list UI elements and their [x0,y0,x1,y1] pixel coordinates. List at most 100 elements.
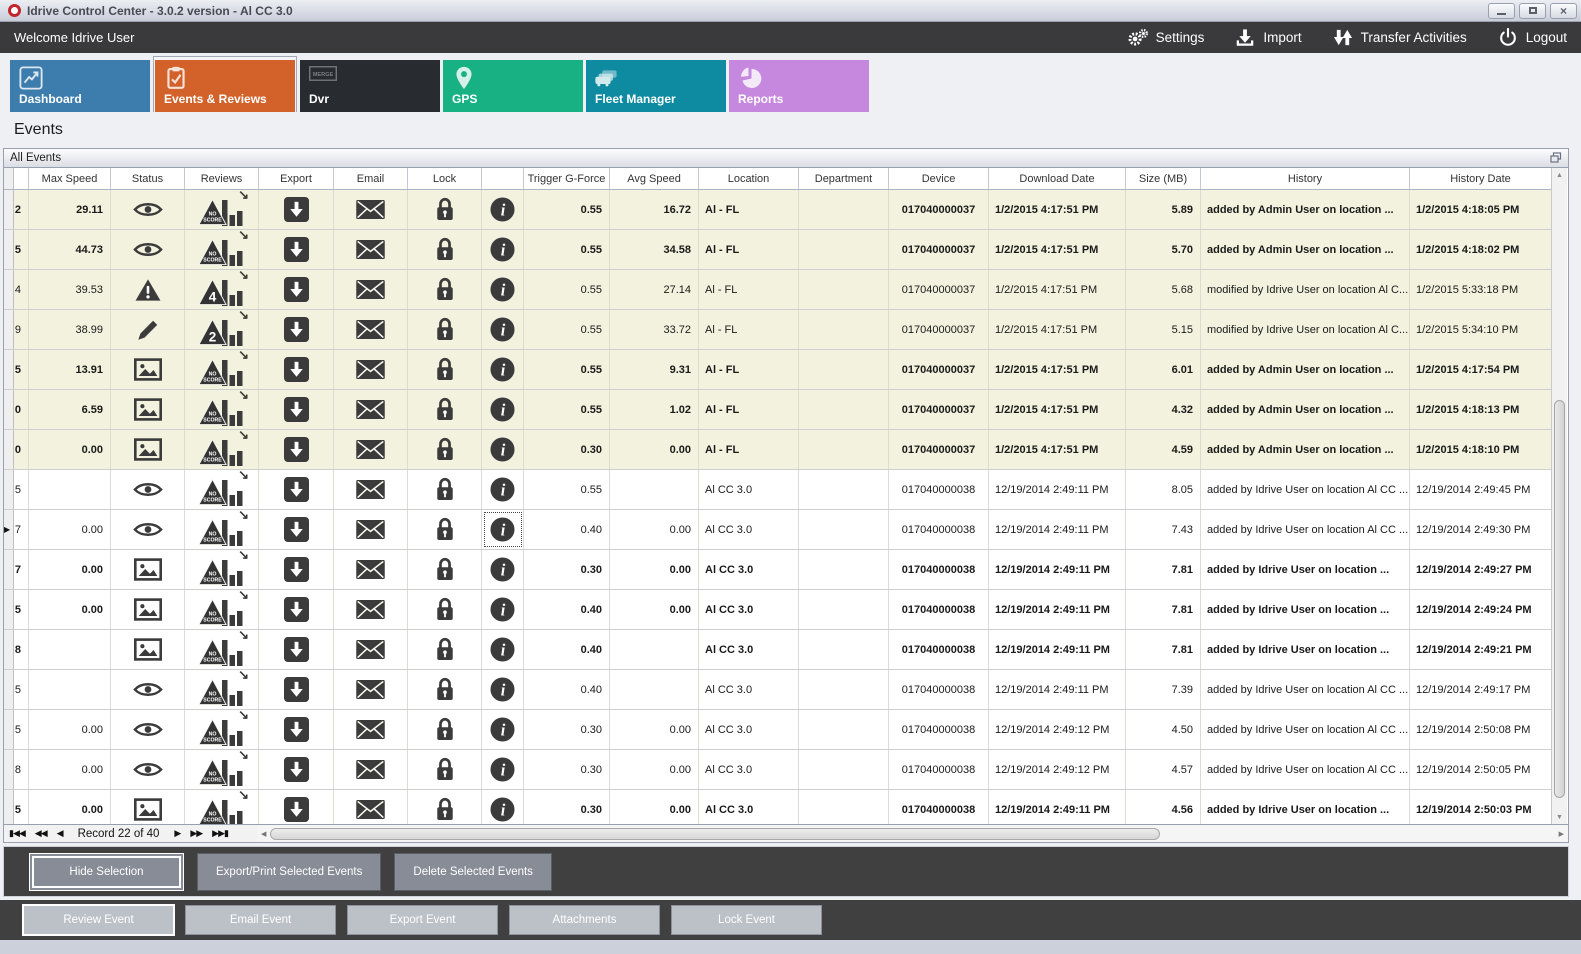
column-header-avg-speed[interactable]: Avg Speed [610,168,699,189]
status-cell[interactable] [111,750,185,789]
lock-cell[interactable] [408,710,482,749]
lock-cell[interactable] [408,270,482,309]
event-row[interactable]: 9 38.99 2 ↘ 0.55 33.72 Al - FL 017040000037 1/2/… [4,310,1551,350]
vertical-scroll-thumb[interactable] [1554,400,1565,798]
export-cell[interactable] [259,710,334,749]
info-cell[interactable] [482,790,524,824]
export-cell[interactable] [259,510,334,549]
email-cell[interactable] [334,350,408,389]
email-cell[interactable] [334,590,408,629]
minimize-button[interactable] [1488,2,1515,19]
reviews-cell[interactable]: NO SCORE ↘ [185,430,259,469]
status-cell[interactable] [111,710,185,749]
reviews-cell[interactable]: NO SCORE ↘ [185,750,259,789]
tab-fleet-manager[interactable]: Fleet Manager [586,60,726,112]
button-export-print-selected-events[interactable]: Export/Print Selected Events [197,852,382,891]
event-row[interactable]: 5 13.91 NO SCORE ↘ 0.55 9.31 Al - FL 01704000003… [4,350,1551,390]
status-cell[interactable] [111,430,185,469]
reviews-cell[interactable]: NO SCORE ↘ [185,470,259,509]
lock-cell[interactable] [408,790,482,824]
lock-cell[interactable] [408,470,482,509]
lock-cell[interactable] [408,390,482,429]
button-email-event[interactable]: Email Event [185,905,336,935]
column-header-history-date[interactable]: History Date [1450,172,1511,185]
lock-cell[interactable] [408,590,482,629]
horizontal-scroll-thumb[interactable] [270,827,1161,840]
email-cell[interactable] [334,190,408,229]
column-header-location[interactable]: Location [699,168,799,189]
export-cell[interactable] [259,550,334,589]
scroll-right-icon[interactable]: ▶ [1558,830,1564,838]
info-cell[interactable] [482,310,524,349]
tab-dvr[interactable]: Dvr [300,60,440,112]
email-cell[interactable] [334,510,408,549]
lock-cell[interactable] [408,430,482,469]
status-cell[interactable] [111,390,185,429]
event-row[interactable]: 8 NO SCORE ↘ 0.40 Al CC 3.0 017040000038 12/19/… [4,630,1551,670]
review-score-icon[interactable]: NO SCORE ↘ [198,550,249,586]
export-cell[interactable] [259,630,334,669]
review-score-icon[interactable]: NO SCORE ↘ [198,430,249,466]
nav-next-button[interactable]: ▶ [174,828,181,838]
review-score-icon[interactable]: NO SCORE ↘ [198,350,249,386]
status-cell[interactable] [111,470,185,509]
column-header-device[interactable]: Device [889,168,989,189]
email-cell[interactable] [334,670,408,709]
info-cell[interactable] [482,430,524,469]
lock-cell[interactable] [408,670,482,709]
button-review-event[interactable]: Review Event [22,904,175,936]
status-cell[interactable] [111,350,185,389]
status-cell[interactable] [111,190,185,229]
column-header-max-speed[interactable]: Max Speed [29,168,111,189]
reviews-cell[interactable]: NO SCORE ↘ [185,790,259,824]
tab-dashboard[interactable]: Dashboard [10,60,150,112]
nav-last-button[interactable]: ▶▶▮ [212,828,229,838]
reviews-cell[interactable]: NO SCORE ↘ [185,390,259,429]
export-cell[interactable] [259,350,334,389]
export-cell[interactable] [259,190,334,229]
status-cell[interactable] [111,670,185,709]
nav-first-button[interactable]: ▮◀◀ [9,828,26,838]
email-cell[interactable] [334,470,408,509]
info-cell[interactable] [482,710,524,749]
scroll-left-icon[interactable]: ◀ [260,830,267,838]
event-row[interactable]: 0 0.00 NO SCORE ↘ 0.30 0.00 Al - FL 017040000037… [4,430,1551,470]
horizontal-scrollbar[interactable]: ◀ ▶ [256,825,1568,842]
lock-cell[interactable] [408,750,482,789]
export-cell[interactable] [259,590,334,629]
export-cell[interactable] [259,470,334,509]
status-cell[interactable] [111,590,185,629]
close-button[interactable]: × [1550,2,1577,19]
maximize-button[interactable] [1519,2,1546,19]
reviews-cell[interactable]: NO SCORE ↘ [185,590,259,629]
column-header-email[interactable]: Email [334,168,408,189]
status-cell[interactable] [111,310,185,349]
info-cell[interactable] [482,670,524,709]
email-cell[interactable] [334,230,408,269]
event-row[interactable]: ▶ 7 0.00 NO SCORE ↘ 0.40 0.00 Al CC 3.0 017040000… [4,510,1551,550]
toolbar-action-logout[interactable]: Logout [1497,28,1567,47]
info-cell[interactable] [482,750,524,789]
review-score-icon[interactable]: NO SCORE ↘ [198,750,249,786]
export-cell[interactable] [259,390,334,429]
info-cell[interactable] [482,510,524,549]
email-cell[interactable] [334,310,408,349]
column-header-size-mb-[interactable]: Size (MB) [1126,168,1201,189]
review-score-icon[interactable]: NO SCORE ↘ [198,710,249,746]
email-cell[interactable] [334,750,408,789]
info-cell[interactable] [482,390,524,429]
column-header-history[interactable]: History [1201,168,1410,189]
lock-cell[interactable] [408,190,482,229]
status-cell[interactable] [111,790,185,824]
event-row[interactable]: 4 39.53 4 ↘ 0.55 27.14 Al - FL 017040000037 1/2/… [4,270,1551,310]
button-export-event[interactable]: Export Event [347,905,498,935]
export-cell[interactable] [259,670,334,709]
column-header-status[interactable]: Status [111,168,185,189]
email-cell[interactable] [334,710,408,749]
button-attachments[interactable]: Attachments [509,905,660,935]
vertical-scrollbar[interactable]: ▲ ▼ [1551,168,1567,824]
reviews-cell[interactable]: NO SCORE ↘ [185,710,259,749]
lock-cell[interactable] [408,230,482,269]
toolbar-action-settings[interactable]: Settings [1127,28,1204,47]
reviews-cell[interactable]: NO SCORE ↘ [185,550,259,589]
